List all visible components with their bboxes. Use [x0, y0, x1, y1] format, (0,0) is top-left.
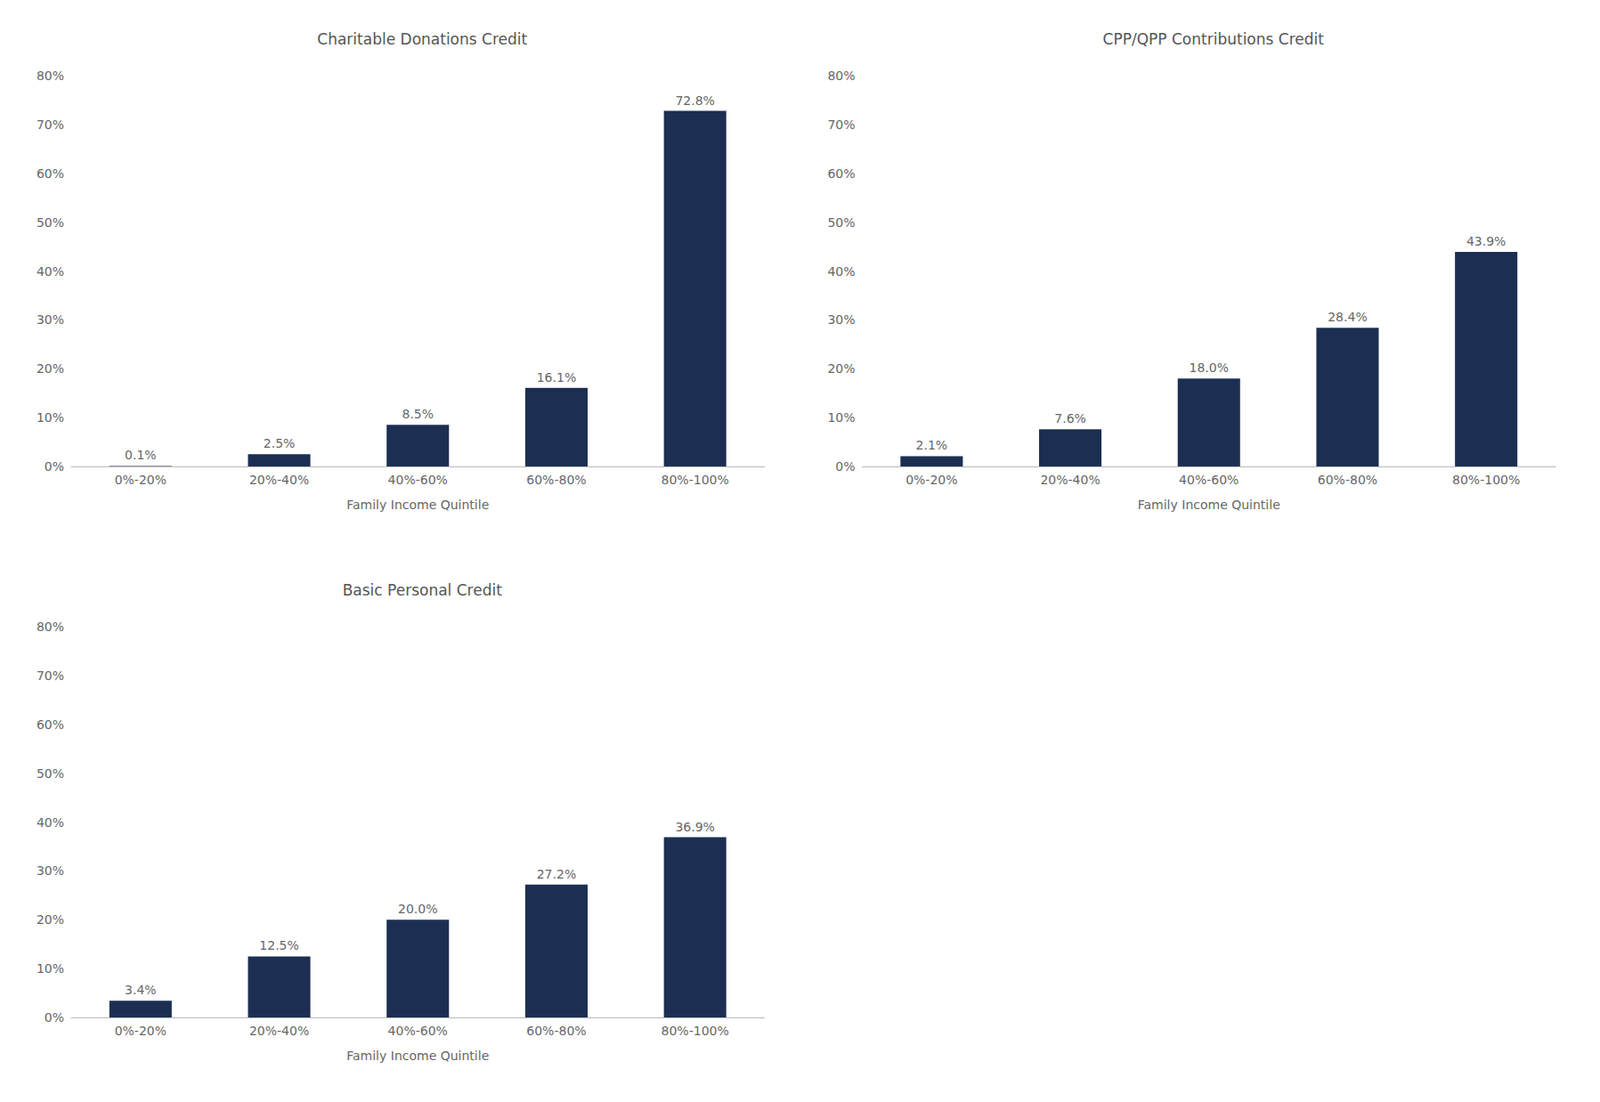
- svg-text:20.0%: 20.0%: [397, 901, 438, 917]
- svg-text:7.6%: 7.6%: [1054, 411, 1087, 426]
- svg-text:0%: 0%: [835, 459, 855, 474]
- svg-text:70%: 70%: [36, 117, 65, 132]
- svg-text:30%: 30%: [827, 312, 855, 327]
- svg-text:50%: 50%: [36, 215, 65, 230]
- svg-text:Family Income Quintile: Family Income Quintile: [1137, 497, 1281, 512]
- svg-text:40%: 40%: [36, 815, 65, 830]
- svg-text:40%-60%: 40%-60%: [388, 1023, 448, 1039]
- svg-text:CPP/QPP Contributions Credit: CPP/QPP Contributions Credit: [1103, 30, 1325, 49]
- svg-text:28.4%: 28.4%: [1327, 309, 1367, 325]
- svg-text:80%: 80%: [36, 619, 65, 634]
- svg-text:16.1%: 16.1%: [536, 370, 577, 385]
- svg-text:70%: 70%: [36, 668, 65, 683]
- svg-text:60%: 60%: [36, 717, 65, 732]
- svg-text:50%: 50%: [36, 766, 65, 781]
- svg-text:20%-40%: 20%-40%: [1039, 472, 1100, 488]
- svg-text:10%: 10%: [827, 410, 855, 425]
- svg-text:0%-20%: 0%-20%: [114, 1023, 167, 1039]
- svg-text:60%-80%: 60%-80%: [526, 1023, 586, 1039]
- svg-text:Family Income Quintile: Family Income Quintile: [346, 497, 489, 512]
- svg-text:12.5%: 12.5%: [259, 938, 299, 953]
- svg-text:50%: 50%: [827, 215, 855, 230]
- svg-text:80%: 80%: [36, 68, 65, 83]
- svg-text:43.9%: 43.9%: [1466, 234, 1506, 249]
- svg-text:40%: 40%: [827, 264, 855, 279]
- svg-text:30%: 30%: [36, 312, 65, 327]
- svg-text:Charitable Donations Credit: Charitable Donations Credit: [316, 30, 528, 49]
- svg-text:30%: 30%: [36, 863, 65, 878]
- svg-text:2.1%: 2.1%: [916, 438, 949, 453]
- svg-text:40%-60%: 40%-60%: [1178, 472, 1239, 488]
- svg-text:10%: 10%: [36, 410, 65, 425]
- svg-text:0%: 0%: [44, 459, 65, 474]
- svg-text:Family Income Quintile: Family Income Quintile: [346, 1048, 489, 1064]
- svg-text:80%-100%: 80%-100%: [1452, 472, 1520, 488]
- svg-text:20%: 20%: [36, 912, 65, 927]
- svg-text:60%-80%: 60%-80%: [526, 472, 586, 488]
- svg-text:36.9%: 36.9%: [674, 820, 715, 835]
- svg-text:80%-100%: 80%-100%: [661, 1023, 730, 1039]
- svg-text:40%: 40%: [36, 264, 65, 279]
- svg-text:60%: 60%: [36, 166, 65, 181]
- svg-text:80%-100%: 80%-100%: [661, 472, 730, 488]
- svg-text:2.5%: 2.5%: [263, 436, 296, 451]
- svg-text:10%: 10%: [36, 961, 65, 976]
- svg-text:3.4%: 3.4%: [124, 982, 157, 998]
- svg-text:72.8%: 72.8%: [674, 93, 715, 108]
- svg-text:0%-20%: 0%-20%: [905, 472, 958, 488]
- svg-text:0.1%: 0.1%: [124, 447, 157, 463]
- svg-text:0%-20%: 0%-20%: [114, 472, 167, 488]
- svg-text:Basic Personal Credit: Basic Personal Credit: [342, 581, 504, 600]
- svg-text:40%-60%: 40%-60%: [388, 472, 448, 488]
- svg-text:20%: 20%: [827, 361, 855, 376]
- svg-text:8.5%: 8.5%: [401, 406, 434, 422]
- svg-text:80%: 80%: [827, 68, 855, 83]
- svg-text:20%-40%: 20%-40%: [249, 1023, 309, 1039]
- svg-text:60%-80%: 60%-80%: [1317, 472, 1378, 488]
- svg-text:0%: 0%: [44, 1010, 65, 1025]
- svg-text:18.0%: 18.0%: [1189, 360, 1229, 375]
- svg-text:70%: 70%: [827, 117, 855, 132]
- svg-text:60%: 60%: [827, 166, 855, 181]
- svg-text:20%-40%: 20%-40%: [249, 472, 309, 488]
- svg-text:27.2%: 27.2%: [536, 867, 577, 882]
- svg-text:20%: 20%: [36, 361, 65, 376]
